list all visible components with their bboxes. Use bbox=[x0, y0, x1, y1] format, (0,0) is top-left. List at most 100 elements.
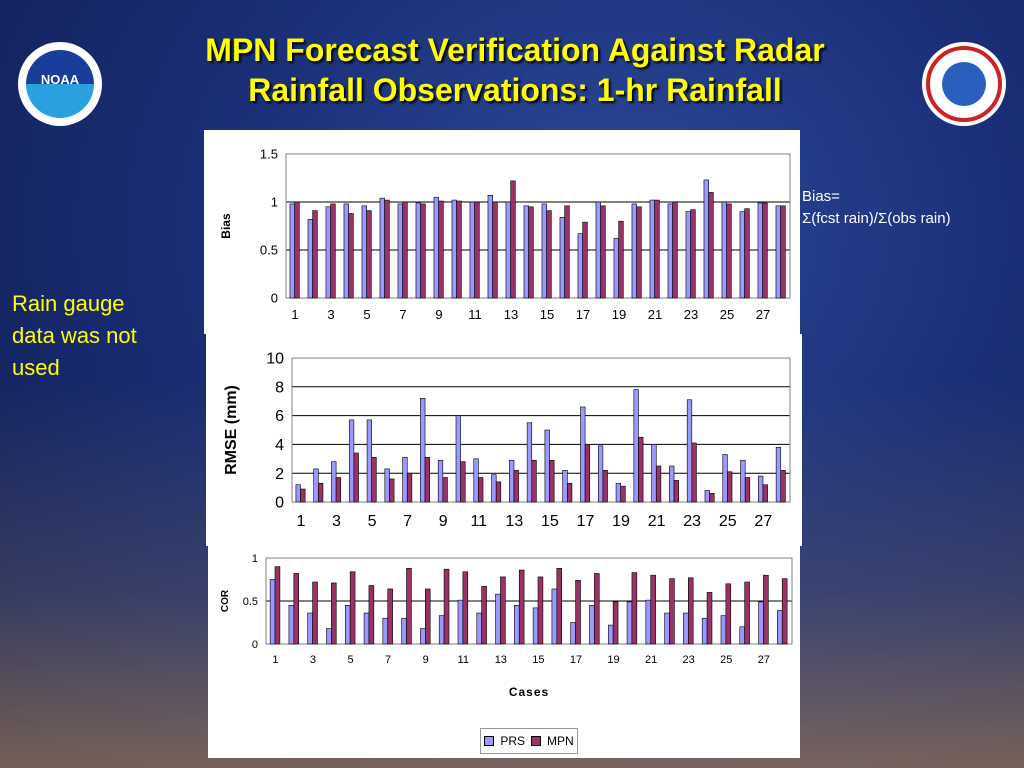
bias-bar-mpn bbox=[474, 201, 480, 299]
bias-bar-mpn bbox=[618, 220, 624, 299]
bias-bar-mpn bbox=[312, 210, 318, 299]
bias-bar-mpn bbox=[384, 199, 390, 299]
cor-chart-panel: 0 0.5 1 1 3 5 7 9 11 13 15 17 19 21 23 25 27 COR Cases bbox=[208, 546, 800, 758]
rmse-bar-prs bbox=[526, 422, 533, 503]
rmse-bar-mpn bbox=[335, 477, 342, 503]
rmse-bar-mpn bbox=[584, 444, 591, 503]
bias-bar-mpn bbox=[456, 200, 462, 299]
cor-bar-mpn bbox=[500, 576, 506, 645]
bias-bar-mpn bbox=[600, 205, 606, 299]
cor-x-tick-label: 3 bbox=[310, 654, 316, 666]
rain-gauge-note-line-1: Rain gauge bbox=[12, 291, 125, 316]
bias-bar-prs bbox=[469, 201, 475, 299]
cor-bar-mpn bbox=[293, 573, 299, 645]
bias-bar-prs bbox=[757, 202, 763, 299]
rmse-bar-mpn bbox=[531, 459, 537, 503]
bias-bar-prs bbox=[667, 203, 673, 299]
cor-bar-prs bbox=[514, 604, 520, 645]
cor-bar-prs bbox=[363, 612, 370, 645]
rmse-y-tick-label: 10 bbox=[266, 351, 284, 368]
rmse-bar-prs bbox=[331, 461, 337, 503]
cor-bar-mpn bbox=[368, 585, 375, 645]
rmse-x-tick-label: 5 bbox=[368, 513, 377, 530]
cor-bar-mpn bbox=[462, 571, 469, 645]
cor-bar-mpn bbox=[349, 571, 356, 645]
bias-bar-mpn bbox=[690, 209, 696, 299]
bias-bar-mpn bbox=[546, 210, 552, 299]
bias-bar-prs bbox=[775, 205, 781, 299]
rmse-bar-prs bbox=[366, 419, 372, 503]
rmse-bar-mpn bbox=[567, 482, 573, 503]
cor-bar-prs bbox=[720, 615, 727, 645]
rmse-bar-mpn bbox=[691, 442, 697, 503]
cor-x-tick-label: 5 bbox=[347, 654, 353, 666]
rmse-y-tick-label: 8 bbox=[275, 379, 284, 396]
cor-bar-prs bbox=[344, 604, 351, 645]
rmse-bar-mpn bbox=[460, 461, 466, 503]
bias-bar-prs bbox=[397, 203, 403, 299]
cor-bar-prs bbox=[607, 624, 614, 645]
rmse-bar-mpn bbox=[655, 465, 662, 503]
cor-bar-prs bbox=[683, 612, 689, 645]
rmse-x-tick-label: 9 bbox=[439, 513, 448, 530]
cor-bar-mpn bbox=[669, 578, 675, 645]
cor-bar-prs bbox=[758, 601, 764, 645]
bias-bar-prs bbox=[523, 205, 529, 299]
bias-bar-mpn bbox=[528, 206, 534, 299]
cor-y-tick-label: 1 bbox=[252, 553, 258, 565]
title-line-2: Rainfall Observations: 1-hr Rainfall bbox=[248, 72, 782, 108]
cor-bar-prs bbox=[739, 626, 745, 645]
rmse-bar-prs bbox=[775, 446, 782, 503]
cor-bar-mpn bbox=[650, 574, 656, 645]
cor-x-axis-label: Cases bbox=[509, 685, 549, 699]
bias-x-tick-label: 27 bbox=[756, 307, 770, 322]
bias-x-tick-label: 1 bbox=[291, 307, 298, 322]
cor-bar-mpn bbox=[312, 581, 318, 645]
bias-bar-mpn bbox=[366, 210, 372, 299]
rmse-bar-mpn bbox=[780, 470, 786, 503]
rmse-bar-mpn bbox=[478, 477, 484, 503]
cor-bar-prs bbox=[777, 610, 783, 645]
rmse-bar-prs bbox=[384, 468, 390, 503]
bias-bar-prs bbox=[451, 199, 457, 299]
rmse-bar-mpn bbox=[371, 457, 377, 503]
rmse-bar-mpn bbox=[762, 484, 768, 503]
rmse-bar-prs bbox=[651, 444, 657, 503]
bias-bar-mpn bbox=[492, 201, 498, 299]
bias-x-tick-label: 23 bbox=[684, 307, 698, 322]
rmse-x-tick-label: 27 bbox=[754, 513, 772, 530]
bias-bar-prs bbox=[649, 199, 655, 299]
cor-x-tick-label: 27 bbox=[758, 654, 770, 666]
bias-x-tick-label: 21 bbox=[648, 307, 662, 322]
rain-gauge-note-line-3: used bbox=[12, 355, 60, 380]
cor-bar-mpn bbox=[537, 576, 544, 645]
rmse-bar-mpn bbox=[727, 471, 733, 503]
cor-x-tick-label: 17 bbox=[570, 654, 582, 666]
rmse-bar-mpn bbox=[638, 436, 644, 503]
bias-bar-prs bbox=[595, 201, 601, 299]
cor-bar-mpn bbox=[518, 569, 525, 645]
rmse-bar-prs bbox=[420, 398, 426, 503]
cor-bar-mpn bbox=[594, 573, 600, 645]
rmse-x-tick-label: 17 bbox=[577, 513, 595, 530]
cor-x-tick-label: 15 bbox=[532, 654, 544, 666]
nws-logo bbox=[922, 42, 1006, 126]
bias-bar-mpn bbox=[564, 205, 570, 299]
rmse-bar-mpn bbox=[406, 472, 413, 503]
bias-bar-prs bbox=[379, 197, 385, 299]
rmse-y-tick-label: 4 bbox=[275, 437, 284, 454]
cor-bar-prs bbox=[401, 617, 407, 645]
rmse-x-tick-label: 13 bbox=[505, 513, 523, 530]
rmse-y-tick-label: 2 bbox=[275, 466, 284, 483]
rmse-bar-prs bbox=[455, 415, 461, 503]
bias-bar-prs bbox=[721, 201, 727, 299]
bias-x-tick-label: 15 bbox=[540, 307, 554, 322]
noaa-logo: NOAA bbox=[18, 42, 102, 126]
bias-x-tick-label: 17 bbox=[576, 307, 590, 322]
cor-bar-mpn bbox=[631, 572, 638, 645]
rmse-bar-mpn bbox=[709, 493, 715, 503]
rmse-x-tick-label: 11 bbox=[470, 513, 487, 530]
rmse-x-tick-label: 21 bbox=[648, 513, 666, 530]
rmse-y-axis-label: RMSE (mm) bbox=[223, 385, 240, 475]
